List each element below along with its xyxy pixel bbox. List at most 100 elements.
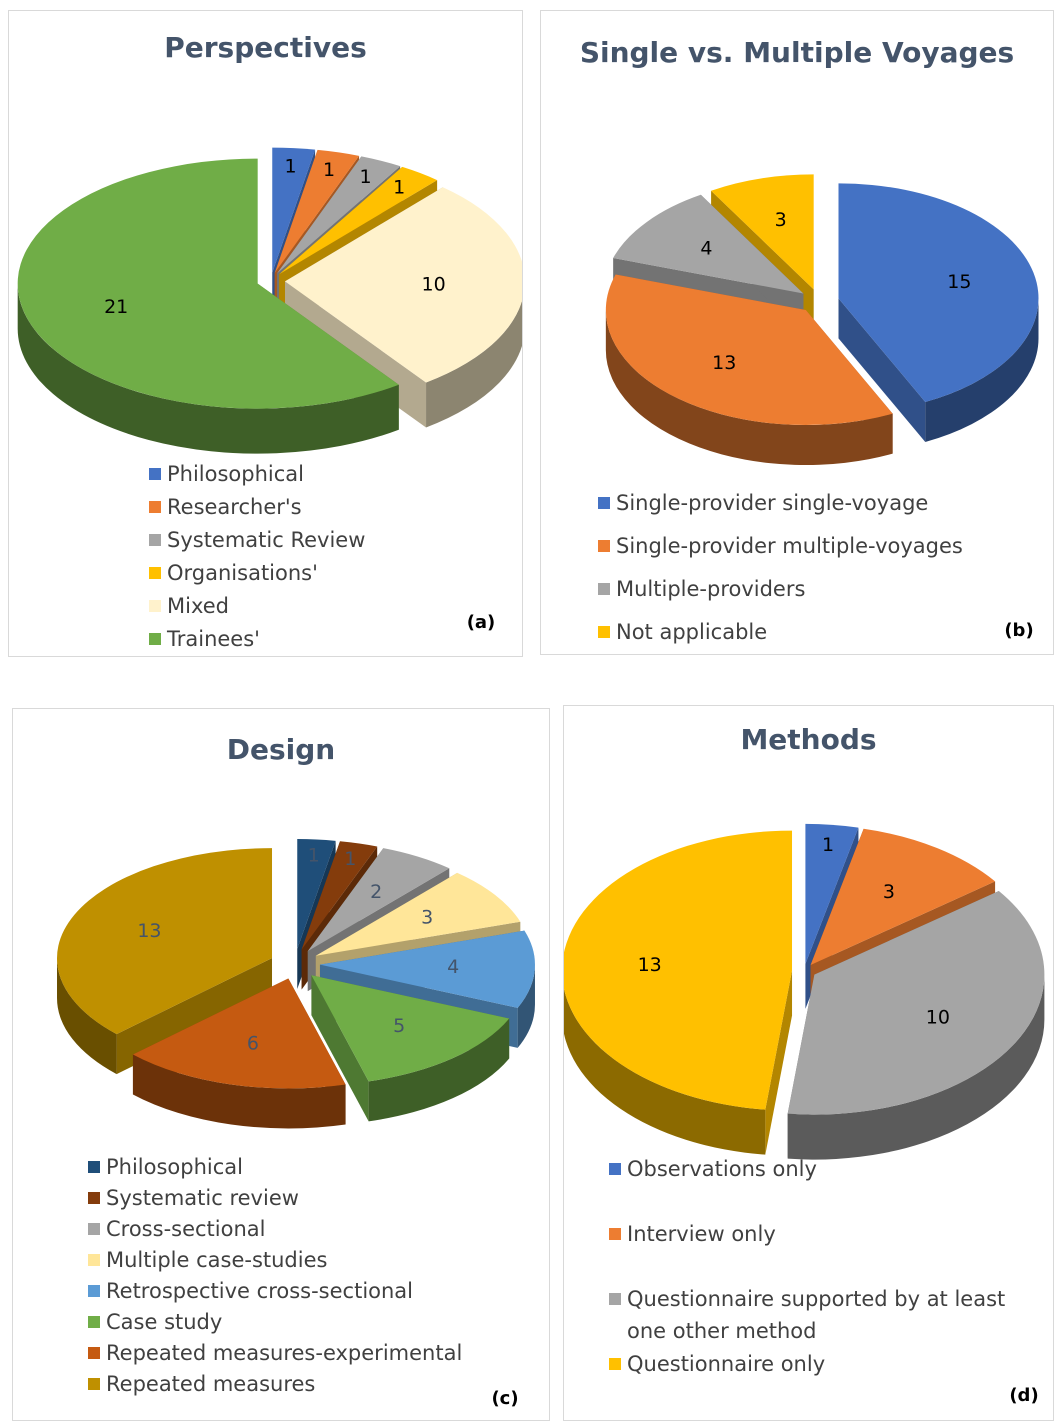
chart-title: Design: [227, 733, 335, 766]
slice-side: [426, 301, 522, 428]
data-label: 4: [700, 238, 712, 260]
legend-label: Single-provider single-voyage: [616, 491, 929, 515]
chart-panel: Methods (d) 1 3 10 13 Observations only Intervi…: [563, 705, 1054, 1421]
slice-side: [564, 988, 766, 1155]
legend-item: Organisations': [149, 557, 509, 589]
slice-top: [307, 848, 450, 952]
data-label: 13: [712, 352, 736, 374]
legend-item: Retrospective cross-sectional: [88, 1275, 528, 1307]
legend-label: Multiple-providers: [616, 577, 806, 601]
slice-top: [17, 158, 399, 409]
slice-top: [284, 187, 522, 383]
legend-swatch: [149, 633, 161, 645]
data-label: 1: [284, 155, 296, 177]
data-label: 13: [137, 920, 161, 942]
slice-side: [17, 283, 399, 454]
legend-item: Repeated measures-experimental: [88, 1337, 528, 1369]
slice-wall: [765, 970, 793, 1155]
legend-item: Philosophical: [149, 458, 509, 490]
legend-item: Case study: [88, 1306, 528, 1338]
legend-swatch: [149, 501, 161, 513]
legend-swatch: [88, 1254, 100, 1266]
legend-swatch: [88, 1223, 100, 1235]
slice-top: [57, 848, 273, 1035]
legend-label: Observations only: [627, 1157, 817, 1181]
panel-label: (c): [491, 1388, 518, 1409]
legend-label: Researcher's: [167, 495, 302, 519]
chart-panel: Design (c) 1 1 2 3 4 5 6 13 Philosophical Systemati…: [12, 708, 550, 1421]
legend-label: Repeated measures-experimental: [106, 1341, 463, 1365]
data-label: 1: [822, 834, 834, 856]
legend-swatch: [88, 1347, 100, 1359]
legend-swatch: [609, 1228, 621, 1240]
chart-title: Methods: [740, 723, 876, 756]
slice-top: [564, 830, 793, 1110]
slice-top: [297, 839, 336, 950]
slice-top: [274, 149, 360, 273]
legend-swatch: [609, 1358, 621, 1370]
chart-title: Perspectives: [164, 31, 367, 64]
legend-label: Questionnaire only: [627, 1352, 826, 1376]
legend-item: Systematic review: [88, 1182, 528, 1214]
chart-title: Single vs. Multiple Voyages: [580, 36, 1014, 69]
legend-item: Multiple-providers: [598, 573, 1038, 605]
data-label: 1: [393, 177, 405, 199]
slice-side: [925, 298, 1039, 442]
legend-swatch: [88, 1378, 100, 1390]
data-label: 1: [360, 166, 372, 188]
legend-item: Researcher's: [149, 491, 509, 523]
slice-top: [613, 194, 804, 294]
legend-swatch: [88, 1316, 100, 1328]
legend-swatch: [149, 468, 161, 480]
panel-label: (a): [467, 612, 496, 633]
legend-label: Not applicable: [616, 620, 768, 644]
legend-item: Mixed: [149, 590, 509, 622]
legend-swatch: [598, 583, 610, 595]
slice-top: [805, 823, 859, 964]
slice-wall: [311, 975, 369, 1122]
legend-label: Cross-sectional: [106, 1217, 266, 1241]
legend-label: Single-provider multiple-voyages: [616, 534, 963, 558]
legend-label: Questionnaire supported by at least one …: [627, 1287, 1006, 1343]
legend-item: Repeated measures: [88, 1368, 528, 1400]
slice-top: [315, 872, 521, 956]
legend-label: Organisations': [167, 561, 318, 585]
legend-item: Philosophical: [88, 1151, 528, 1183]
slice-top: [711, 174, 814, 290]
slice-wall: [838, 298, 926, 442]
data-label: 3: [775, 209, 787, 231]
slice-side: [605, 310, 893, 466]
legend-item: Single-provider single-voyage: [598, 487, 1038, 519]
legend-label: Systematic Review: [167, 528, 366, 552]
data-label: 10: [422, 273, 446, 295]
slice-top: [311, 975, 510, 1082]
legend-swatch: [609, 1163, 621, 1175]
legend-label: Philosophical: [106, 1155, 244, 1179]
slice-side: [787, 974, 1045, 1160]
legend-item: Observations only: [609, 1153, 1049, 1185]
legend-item: Not applicable: [598, 616, 1038, 648]
legend-swatch: [149, 567, 161, 579]
slice-top: [319, 930, 535, 1008]
data-label: 13: [638, 954, 662, 976]
legend-item: Questionnaire only: [609, 1348, 1049, 1380]
legend-swatch: [88, 1161, 100, 1173]
legend-label: Trainees': [167, 627, 260, 651]
legend-item: Interview only: [609, 1218, 1049, 1250]
slice-top: [838, 183, 1039, 402]
legend-label: Retrospective cross-sectional: [106, 1279, 414, 1303]
slice-top: [277, 156, 401, 274]
slice-top: [810, 828, 996, 965]
data-label: 15: [947, 271, 971, 293]
legend-label: Case study: [106, 1310, 223, 1334]
data-label: 5: [393, 1015, 405, 1037]
legend-swatch: [598, 497, 610, 509]
chart-panel: Single vs. Multiple Voyages (b) 15 13 4 3 Sing…: [540, 10, 1054, 655]
legend-label: Philosophical: [167, 462, 305, 486]
data-label: 3: [421, 907, 433, 929]
legend-swatch: [609, 1293, 621, 1305]
